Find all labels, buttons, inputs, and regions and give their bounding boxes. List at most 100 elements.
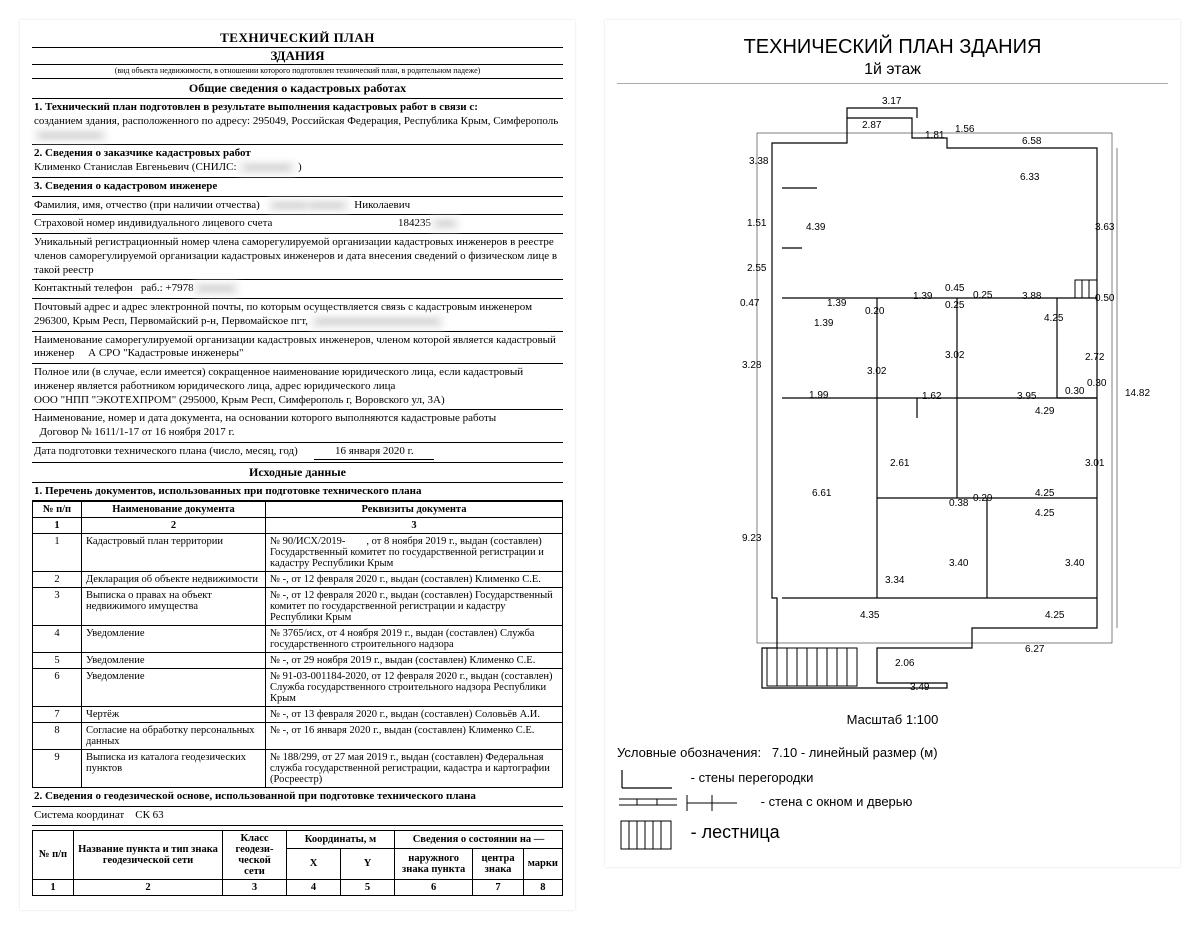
- p1-body: созданием здания, расположенного по адре…: [34, 115, 558, 127]
- eng-date-label: Дата подготовки технического плана (числ…: [34, 445, 298, 457]
- table-row: 5Уведомление№ -, от 29 ноября 2019 г., в…: [33, 653, 563, 669]
- legend-wall: - стены перегородки: [691, 770, 814, 785]
- geo-th-y: Y: [341, 848, 395, 879]
- eng-date-val: 16 января 2020 г.: [314, 445, 434, 460]
- plan-title: ТЕХНИЧЕСКИЙ ПЛАН ЗДАНИЯ: [617, 36, 1168, 59]
- dimension-label: 4.25: [1035, 508, 1054, 519]
- dimension-label: 0.38: [949, 498, 968, 509]
- table-row: 1Кадастровый план территории№ 90/ИСХ/201…: [33, 534, 563, 572]
- table-row: 2Декларация об объекте недвижимости№ -, …: [33, 572, 563, 588]
- geo-th-x: X: [287, 848, 341, 879]
- dimension-label: 3.49: [910, 682, 929, 693]
- geo-colnum: 4: [287, 879, 341, 895]
- coord-label: Система координат: [34, 809, 124, 821]
- geo-th-name: Название пункта и тип знака геодезическо…: [74, 830, 223, 879]
- eng-addr-text: Почтовый адрес и адрес электронной почты…: [34, 301, 532, 327]
- doc-no: 6: [33, 669, 82, 707]
- dimension-label: 6.58: [1022, 136, 1041, 147]
- redacted: xxxxxx: [194, 282, 239, 296]
- eng-reg: Уникальный регистрационный номер члена с…: [32, 234, 563, 280]
- doc-req: № -, от 12 февраля 2020 г., выдан (соста…: [266, 572, 563, 588]
- dimension-label: 3.38: [749, 156, 768, 167]
- dimension-label: 0.47: [740, 298, 759, 309]
- dimension-label: 1.99: [809, 390, 828, 401]
- doc-req: № 91-03-001184-2020, от 12 февраля 2020 …: [266, 669, 563, 707]
- dimension-label: 0.45: [945, 283, 964, 294]
- doc-name: Декларация об объекте недвижимости: [82, 572, 266, 588]
- dimension-label: 1.62: [922, 391, 941, 402]
- plan-sheet: ТЕХНИЧЕСКИЙ ПЛАН ЗДАНИЯ 1й этаж: [605, 20, 1180, 867]
- dimension-label: 1.39: [827, 298, 846, 309]
- form-sheet: ТЕХНИЧЕСКИЙ ПЛАН ЗДАНИЯ (вид объекта нед…: [20, 20, 575, 910]
- doc-req: № -, от 12 февраля 2020 г., выдан (соста…: [266, 588, 563, 626]
- eng-date: Дата подготовки технического плана (числ…: [32, 443, 563, 463]
- redacted: xxx: [431, 217, 460, 231]
- coord-sys: Система координат СК 63: [32, 807, 563, 826]
- legend-wall-row: - стены перегородки: [617, 766, 1168, 791]
- dimension-label: 3.63: [1095, 222, 1114, 233]
- p2-head: 2. Сведения о заказчике кадастровых рабо…: [34, 147, 251, 159]
- dimension-label: 3.28: [742, 360, 761, 371]
- doc-name: Уведомление: [82, 669, 266, 707]
- table-row: 6Уведомление№ 91-03-001184-2020, от 12 ф…: [33, 669, 563, 707]
- dimension-label: 2.61: [890, 458, 909, 469]
- eng-fio-tail: Николаевич: [354, 199, 410, 211]
- geo-th-coord: Координаты, м: [287, 830, 395, 848]
- dimension-label: 1.39: [913, 291, 932, 302]
- dimension-label: 4.25: [1035, 488, 1054, 499]
- doc-name: Согласие на обработку персональных данны…: [82, 723, 266, 750]
- dimension-label: 0.25: [945, 300, 964, 311]
- plan-floor: 1й этаж: [617, 61, 1168, 84]
- eng-addr: Почтовый адрес и адрес электронной почты…: [32, 299, 563, 332]
- coord-val: СК 63: [135, 809, 163, 821]
- geo-table: № п/п Название пункта и тип знака геодез…: [32, 830, 563, 896]
- geo-th-class: Класс геодези­ческой сети: [223, 830, 287, 879]
- dimension-label: 2.87: [862, 120, 881, 131]
- dimension-label: 0.29: [973, 493, 992, 504]
- eng-phone-label: Контактный телефон: [34, 282, 133, 294]
- th-no: № п/п: [33, 502, 82, 518]
- geo-th-no: № п/п: [33, 830, 74, 879]
- floor-plan: 3.172.871.811.566.583.386.331.514.393.63…: [617, 88, 1167, 708]
- th-req: Реквизиты документа: [266, 502, 563, 518]
- table-row: 4Уведомление№ 3765/исх, от 4 ноября 2019…: [33, 626, 563, 653]
- geo-th-state: Сведения о состоянии на —: [395, 830, 563, 848]
- doc-req: № 90/ИСХ/2019- , от 8 ноября 2019 г., вы…: [266, 534, 563, 572]
- legend-win-row: - стена с окном и дверью: [617, 790, 1168, 815]
- geo-colnum: 2: [74, 879, 223, 895]
- eng-doc-label: Наименование, номер и дата документа, на…: [34, 412, 496, 424]
- doc-req: № -, от 29 ноября 2019 г., выдан (состав…: [266, 653, 563, 669]
- doc-title-2: ЗДАНИЯ: [32, 47, 563, 65]
- dimension-label: 9.23: [742, 533, 761, 544]
- table-row: 7Чертёж№ -, от 13 февраля 2020 г., выдан…: [33, 707, 563, 723]
- src2-head: 2. Сведения о геодезической основе, испо…: [32, 788, 563, 807]
- dimension-label: 6.27: [1025, 644, 1044, 655]
- doc-no: 9: [33, 750, 82, 788]
- eng-snils: Страховой номер индивидуального лицевого…: [32, 215, 563, 234]
- geo-colnum: 8: [523, 879, 562, 895]
- dimension-label: 6.33: [1020, 172, 1039, 183]
- window-door-icon: [617, 791, 747, 815]
- geo-colnum: 5: [341, 879, 395, 895]
- th-r1: 1: [33, 518, 82, 534]
- table-row: 3Выписка о правах на объект недвижимого …: [33, 588, 563, 626]
- legend-stair: - лестница: [691, 822, 780, 842]
- floor-plan-svg: [617, 88, 1167, 708]
- geo-colnum: 7: [473, 879, 523, 895]
- doc-req: № -, от 16 января 2020 г., выдан (состав…: [266, 723, 563, 750]
- dimension-label: 1.39: [814, 318, 833, 329]
- dimension-label: 3.95: [1017, 391, 1036, 402]
- eng-doc-val: Договор № 1611/1-17 от 16 ноября 2017 г.: [40, 426, 235, 438]
- doc-no: 8: [33, 723, 82, 750]
- dimension-label: 4.25: [1045, 610, 1064, 621]
- geo-th-center: центра знака: [473, 848, 523, 879]
- doc-title-1: ТЕХНИЧЕСКИЙ ПЛАН: [32, 30, 563, 46]
- p1-head: 1. Технический план подготовлен в резуль…: [34, 101, 478, 113]
- dimension-label: 1.56: [955, 124, 974, 135]
- doc-name: Уведомление: [82, 626, 266, 653]
- doc-no: 1: [33, 534, 82, 572]
- legend-win: - стена с окном и дверью: [761, 794, 913, 809]
- doc-req: № 188/299, от 27 мая 2019 г., выдан (сос…: [266, 750, 563, 788]
- doc-name: Выписка о правах на объект недвижимого и…: [82, 588, 266, 626]
- doc-name: Кадастровый план территории: [82, 534, 266, 572]
